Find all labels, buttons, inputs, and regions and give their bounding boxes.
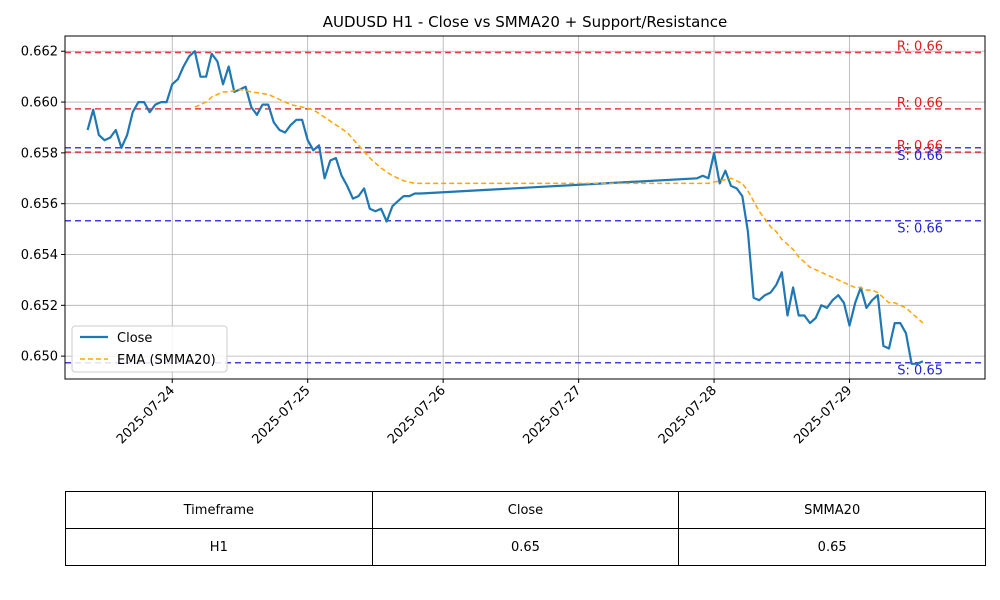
resistance-label: R: 0.66 xyxy=(897,96,943,111)
y-tick-label: 0.660 xyxy=(21,96,58,111)
legend-label-close: Close xyxy=(117,331,152,346)
resistance-label: R: 0.66 xyxy=(897,139,943,154)
x-tick-label: 2025-07-24 xyxy=(114,383,178,447)
y-tick-label: 0.658 xyxy=(21,146,58,161)
table-cell: H1 xyxy=(65,528,373,566)
legend: Close EMA (SMMA20) xyxy=(71,325,228,373)
x-tick-label: 2025-07-27 xyxy=(520,383,584,447)
close-line xyxy=(86,50,924,365)
x-tick-label: 2025-07-25 xyxy=(249,383,313,447)
table-header-cell: Timeframe xyxy=(65,491,373,529)
x-tick-label: 2025-07-29 xyxy=(791,383,855,447)
table-row: H1 0.65 0.65 xyxy=(65,528,986,566)
table-cell: 0.65 xyxy=(678,528,986,566)
smma20-line xyxy=(194,88,924,324)
support-label: S: 0.66 xyxy=(897,222,943,237)
y-tick-label: 0.656 xyxy=(21,197,58,212)
y-axis: 0.650 0.652 0.654 0.656 0.658 0.660 0.662 xyxy=(21,45,65,365)
support-label: S: 0.65 xyxy=(897,364,943,379)
table-header-cell: SMMA20 xyxy=(678,491,986,529)
table-header-cell: Close xyxy=(371,491,680,529)
table-cell: 0.65 xyxy=(371,528,680,566)
table-header-row: Timeframe Close SMMA20 xyxy=(65,491,986,529)
x-tick-label: 2025-07-28 xyxy=(656,383,720,447)
plot-frame xyxy=(64,35,986,380)
x-axis: 2025-07-24 2025-07-25 2025-07-26 2025-07-27… xyxy=(114,379,855,447)
resistance-label: R: 0.66 xyxy=(897,40,943,55)
y-tick-label: 0.650 xyxy=(21,350,58,365)
y-tick-label: 0.654 xyxy=(21,248,58,263)
level-labels: R: 0.66R: 0.66R: 0.66S: 0.66S: 0.66S: 0.… xyxy=(897,40,943,379)
legend-label-smma: EMA (SMMA20) xyxy=(117,353,216,368)
summary-table: Timeframe Close SMMA20 H1 0.65 0.65 xyxy=(65,491,986,566)
y-tick-label: 0.662 xyxy=(21,45,58,60)
support-label: S: 0.66 xyxy=(897,149,943,164)
y-tick-label: 0.652 xyxy=(21,299,58,314)
chart-title: AUDUSD H1 - Close vs SMMA20 + Support/Re… xyxy=(323,13,728,31)
chart-canvas: AUDUSD H1 - Close vs SMMA20 + Support/Re… xyxy=(21,13,986,447)
series-lines xyxy=(86,50,924,365)
x-tick-label: 2025-07-26 xyxy=(385,383,449,447)
legend-box xyxy=(71,325,228,373)
